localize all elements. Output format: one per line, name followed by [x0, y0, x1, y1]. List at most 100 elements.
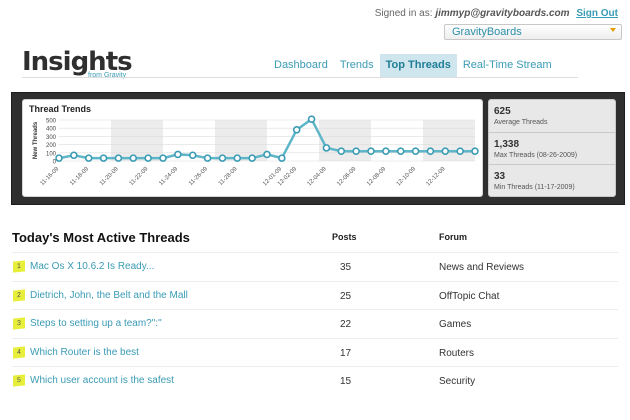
forum-name: Security [439, 376, 476, 388]
logo[interactable]: Insights from Gravity [22, 47, 133, 79]
posts-count: 17 [340, 347, 352, 359]
stat-min-label: Min Threads (11-17-2009) [494, 184, 575, 191]
y-tick-label: 500 [46, 119, 57, 125]
posts-column-header: Posts [332, 232, 357, 242]
stat-average-value: 625 [494, 106, 511, 117]
stat-min: 33 Min Threads (11-17-2009) [489, 165, 615, 198]
x-tick-label: 11-18-09 [69, 166, 90, 187]
posts-count: 35 [340, 262, 352, 273]
x-tick-label: 11-24-09 [158, 166, 179, 187]
tab-dashboard[interactable]: Dashboard [274, 59, 328, 71]
data-point [352, 147, 360, 155]
y-tick-label: 300 [46, 135, 57, 141]
data-point [411, 147, 420, 155]
stat-max-label: Max Threads (08-26-2009) [494, 151, 578, 159]
x-tick-label: 12-10-09 [396, 166, 418, 188]
chart-band [319, 120, 371, 161]
thread-trends-chart: Thread Trends 0 100 200 300 400 500 New Thread… [22, 99, 483, 197]
data-point [292, 126, 301, 134]
y-tick-label: 400 [46, 127, 57, 133]
data-point [114, 154, 123, 162]
data-point [441, 147, 450, 155]
thread-link[interactable]: Which user account is the safest [30, 375, 174, 387]
data-point [55, 154, 63, 162]
data-point [218, 154, 227, 162]
thread-link[interactable]: Dietrich, John, the Belt and the Mall [30, 289, 188, 301]
stat-average: 625 Average Threads [489, 100, 615, 133]
y-tick-label: 200 [46, 143, 57, 149]
x-tick-label: 12-12-09 [425, 166, 447, 188]
data-point [248, 154, 256, 162]
rank-badge: 3 [13, 317, 25, 330]
y-tick-label: 100 [46, 151, 57, 157]
table-row: 4 Which Router is the best 17 Routers [12, 337, 618, 367]
data-point [367, 147, 375, 155]
tab-real-time-stream[interactable]: Real-Time Stream [462, 59, 552, 71]
table-row: 5 Which user account is the safest 15 Se… [12, 366, 618, 395]
user-email: jimmyp@gravityboards.com [435, 8, 570, 19]
forum-name: News and Reviews [439, 262, 525, 273]
thread-link[interactable]: Steps to setting up a team?":" [30, 318, 162, 330]
main-nav: Dashboard Trends Top Threads Real-Time S… [268, 54, 558, 77]
x-tick-label: 12-06-09 [336, 166, 358, 188]
logo-subtitle: from Gravity [88, 72, 127, 79]
stats-panel: 625 Average Threads 1,338 Max Threads (0… [488, 99, 616, 197]
chart-band [111, 120, 163, 161]
x-tick-label: 12-08-09 [366, 166, 388, 188]
stat-max: 1,338 Max Threads (08-26-2009) [489, 133, 615, 165]
data-point [396, 147, 405, 155]
chart-title: Thread Trends [29, 104, 92, 114]
site-selector-value: GravityBoards [452, 26, 522, 38]
thread-link[interactable]: Mac Os X 10.6.2 Is Ready... [30, 261, 155, 272]
data-point [144, 154, 152, 162]
x-tick-label: 11-20-09 [99, 166, 120, 187]
posts-count: 25 [340, 290, 352, 302]
data-point [278, 154, 286, 162]
table-row: 2 Dietrich, John, the Belt and the Mall … [12, 280, 618, 310]
data-point [426, 147, 435, 155]
x-tick-label: 12-04-09 [307, 166, 329, 188]
data-point [233, 154, 242, 162]
chart-svg: 0 100 200 300 400 500 New Threads 11-16-09 11-18… [33, 115, 479, 188]
tab-trends[interactable]: Trends [339, 59, 374, 71]
chart-band [215, 120, 267, 161]
data-point [188, 151, 197, 160]
rank-badge: 1 [13, 260, 25, 273]
signed-in-bar: Signed in as: jimmyp@gravityboards.com S… [375, 8, 618, 19]
data-point [456, 147, 464, 155]
table-row: 1 Mac Os X 10.6.2 Is Ready... 35 News an… [12, 252, 618, 281]
nav-divider [22, 77, 578, 78]
logo-title: Insights [22, 47, 133, 77]
forum-name: Games [439, 319, 472, 331]
y-tick-label: 0 [53, 160, 57, 166]
stat-min-value: 33 [494, 171, 506, 182]
x-tick-label: 11-16-09 [39, 166, 60, 187]
data-point [203, 154, 212, 162]
data-point [337, 147, 346, 155]
x-tick-label: 11-22-09 [129, 166, 150, 187]
site-selector[interactable]: GravityBoards [444, 24, 622, 40]
data-point [70, 151, 78, 160]
forum-name: Routers [439, 347, 475, 359]
thread-link[interactable]: Which Router is the best [30, 346, 139, 358]
table-row: 3 Steps to setting up a team?":" 22 Game… [12, 309, 618, 338]
x-tick-label: 11-26-09 [188, 166, 209, 187]
stat-max-value: 1,338 [494, 138, 520, 150]
posts-count: 15 [340, 376, 352, 388]
threads-table: 1 Mac Os X 10.6.2 Is Ready... 35 News an… [12, 252, 618, 395]
data-point [174, 150, 182, 159]
forum-column-header: Forum [439, 232, 467, 242]
forum-name: OffTopic Chat [439, 290, 500, 302]
tab-top-threads[interactable]: Top Threads [379, 54, 457, 77]
stat-average-label: Average Threads [494, 119, 548, 126]
data-point [471, 147, 479, 155]
data-point [129, 154, 138, 162]
rank-badge: 5 [13, 374, 25, 388]
data-point [159, 154, 167, 162]
data-point [84, 154, 93, 162]
chevron-down-icon [610, 28, 616, 32]
sign-out-link[interactable]: Sign Out [576, 8, 618, 19]
section-title: Today's Most Active Threads [12, 230, 190, 245]
signed-in-label: Signed in as: [374, 8, 433, 19]
data-point [307, 115, 316, 123]
